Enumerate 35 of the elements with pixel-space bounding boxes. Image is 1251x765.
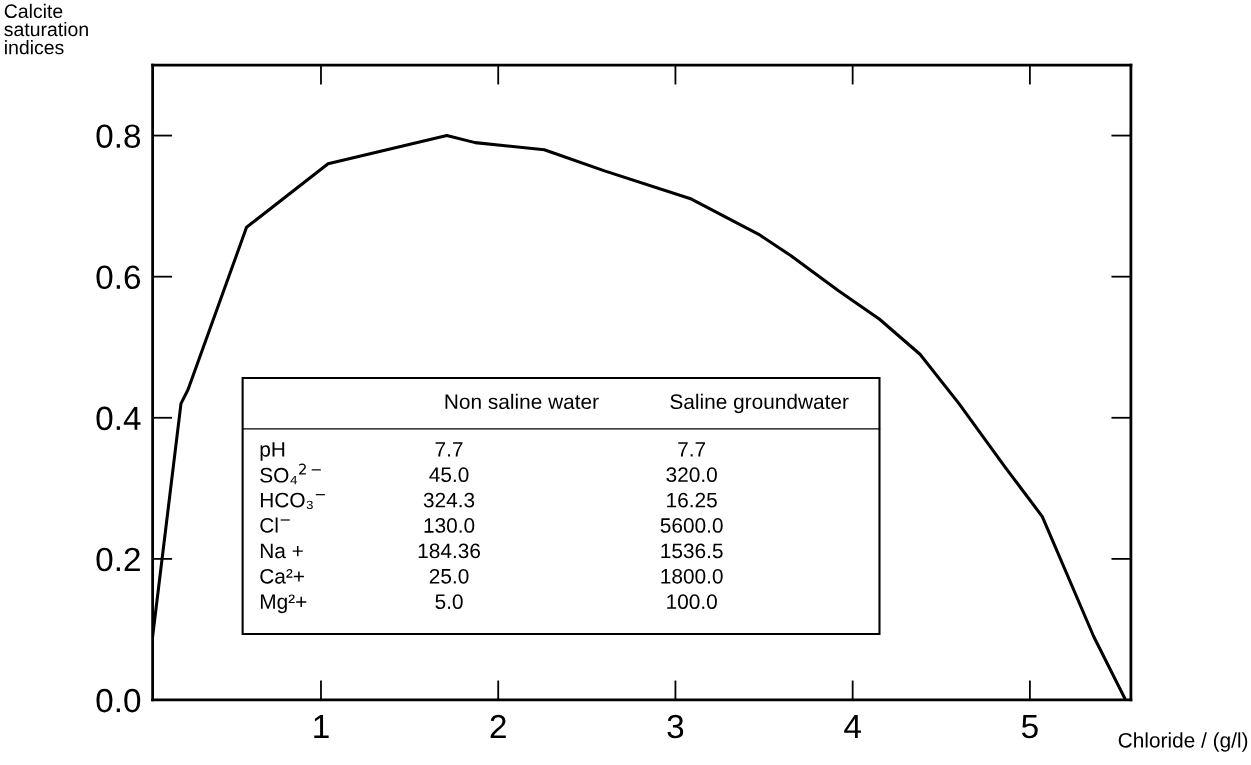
annotation: Mg²+: [260, 594, 307, 614]
annotation: 1536.5: [661, 543, 723, 559]
annotation: 324.3: [423, 492, 475, 508]
annotation: 1800.0: [661, 568, 723, 584]
x-tick-label: 2: [490, 714, 506, 739]
annotation: 16.25: [667, 492, 717, 508]
y-tick-label: 0.0: [96, 688, 141, 713]
annotation: 25.0: [429, 568, 469, 584]
annotation: pH: [260, 442, 285, 461]
annotation: Cl$^{−}$: [260, 517, 290, 533]
x-tick-label: 5: [1021, 715, 1038, 739]
annotation: Non saline water: [445, 393, 599, 410]
y-tick-label: 0.4: [96, 406, 141, 431]
annotation: HCO₃$^{−}$: [260, 492, 325, 510]
annotation: Ca²+: [260, 568, 304, 584]
annotation: 5.0: [435, 594, 463, 610]
annotation: 100.0: [667, 594, 717, 610]
y-tick-label: 0.6: [96, 265, 141, 290]
annotation: 5600.0: [660, 518, 723, 533]
annotation: Na +: [260, 543, 303, 559]
x-tick-label: 3: [667, 714, 684, 739]
annotation: SO₄$^{2−}$: [260, 463, 321, 485]
annotation: 45.0: [429, 467, 469, 483]
x-tick-label: 4: [844, 715, 861, 739]
annotation: 130.0: [424, 518, 475, 533]
annotation: 184.36: [418, 543, 480, 559]
y-tick-label: 0.2: [96, 547, 140, 572]
annotation: Saline groundwater: [670, 393, 849, 414]
y-tick-label: 0.8: [96, 124, 141, 148]
annotation: 320.0: [666, 467, 717, 483]
y-axis-title: Calcite saturation indices: [4, 3, 88, 55]
x-tick-label: 1: [314, 715, 329, 739]
x-axis-title: Chloride / (g/l): [1118, 732, 1248, 752]
annotation: 7.7: [678, 442, 706, 457]
annotation: 7.7: [435, 442, 463, 457]
